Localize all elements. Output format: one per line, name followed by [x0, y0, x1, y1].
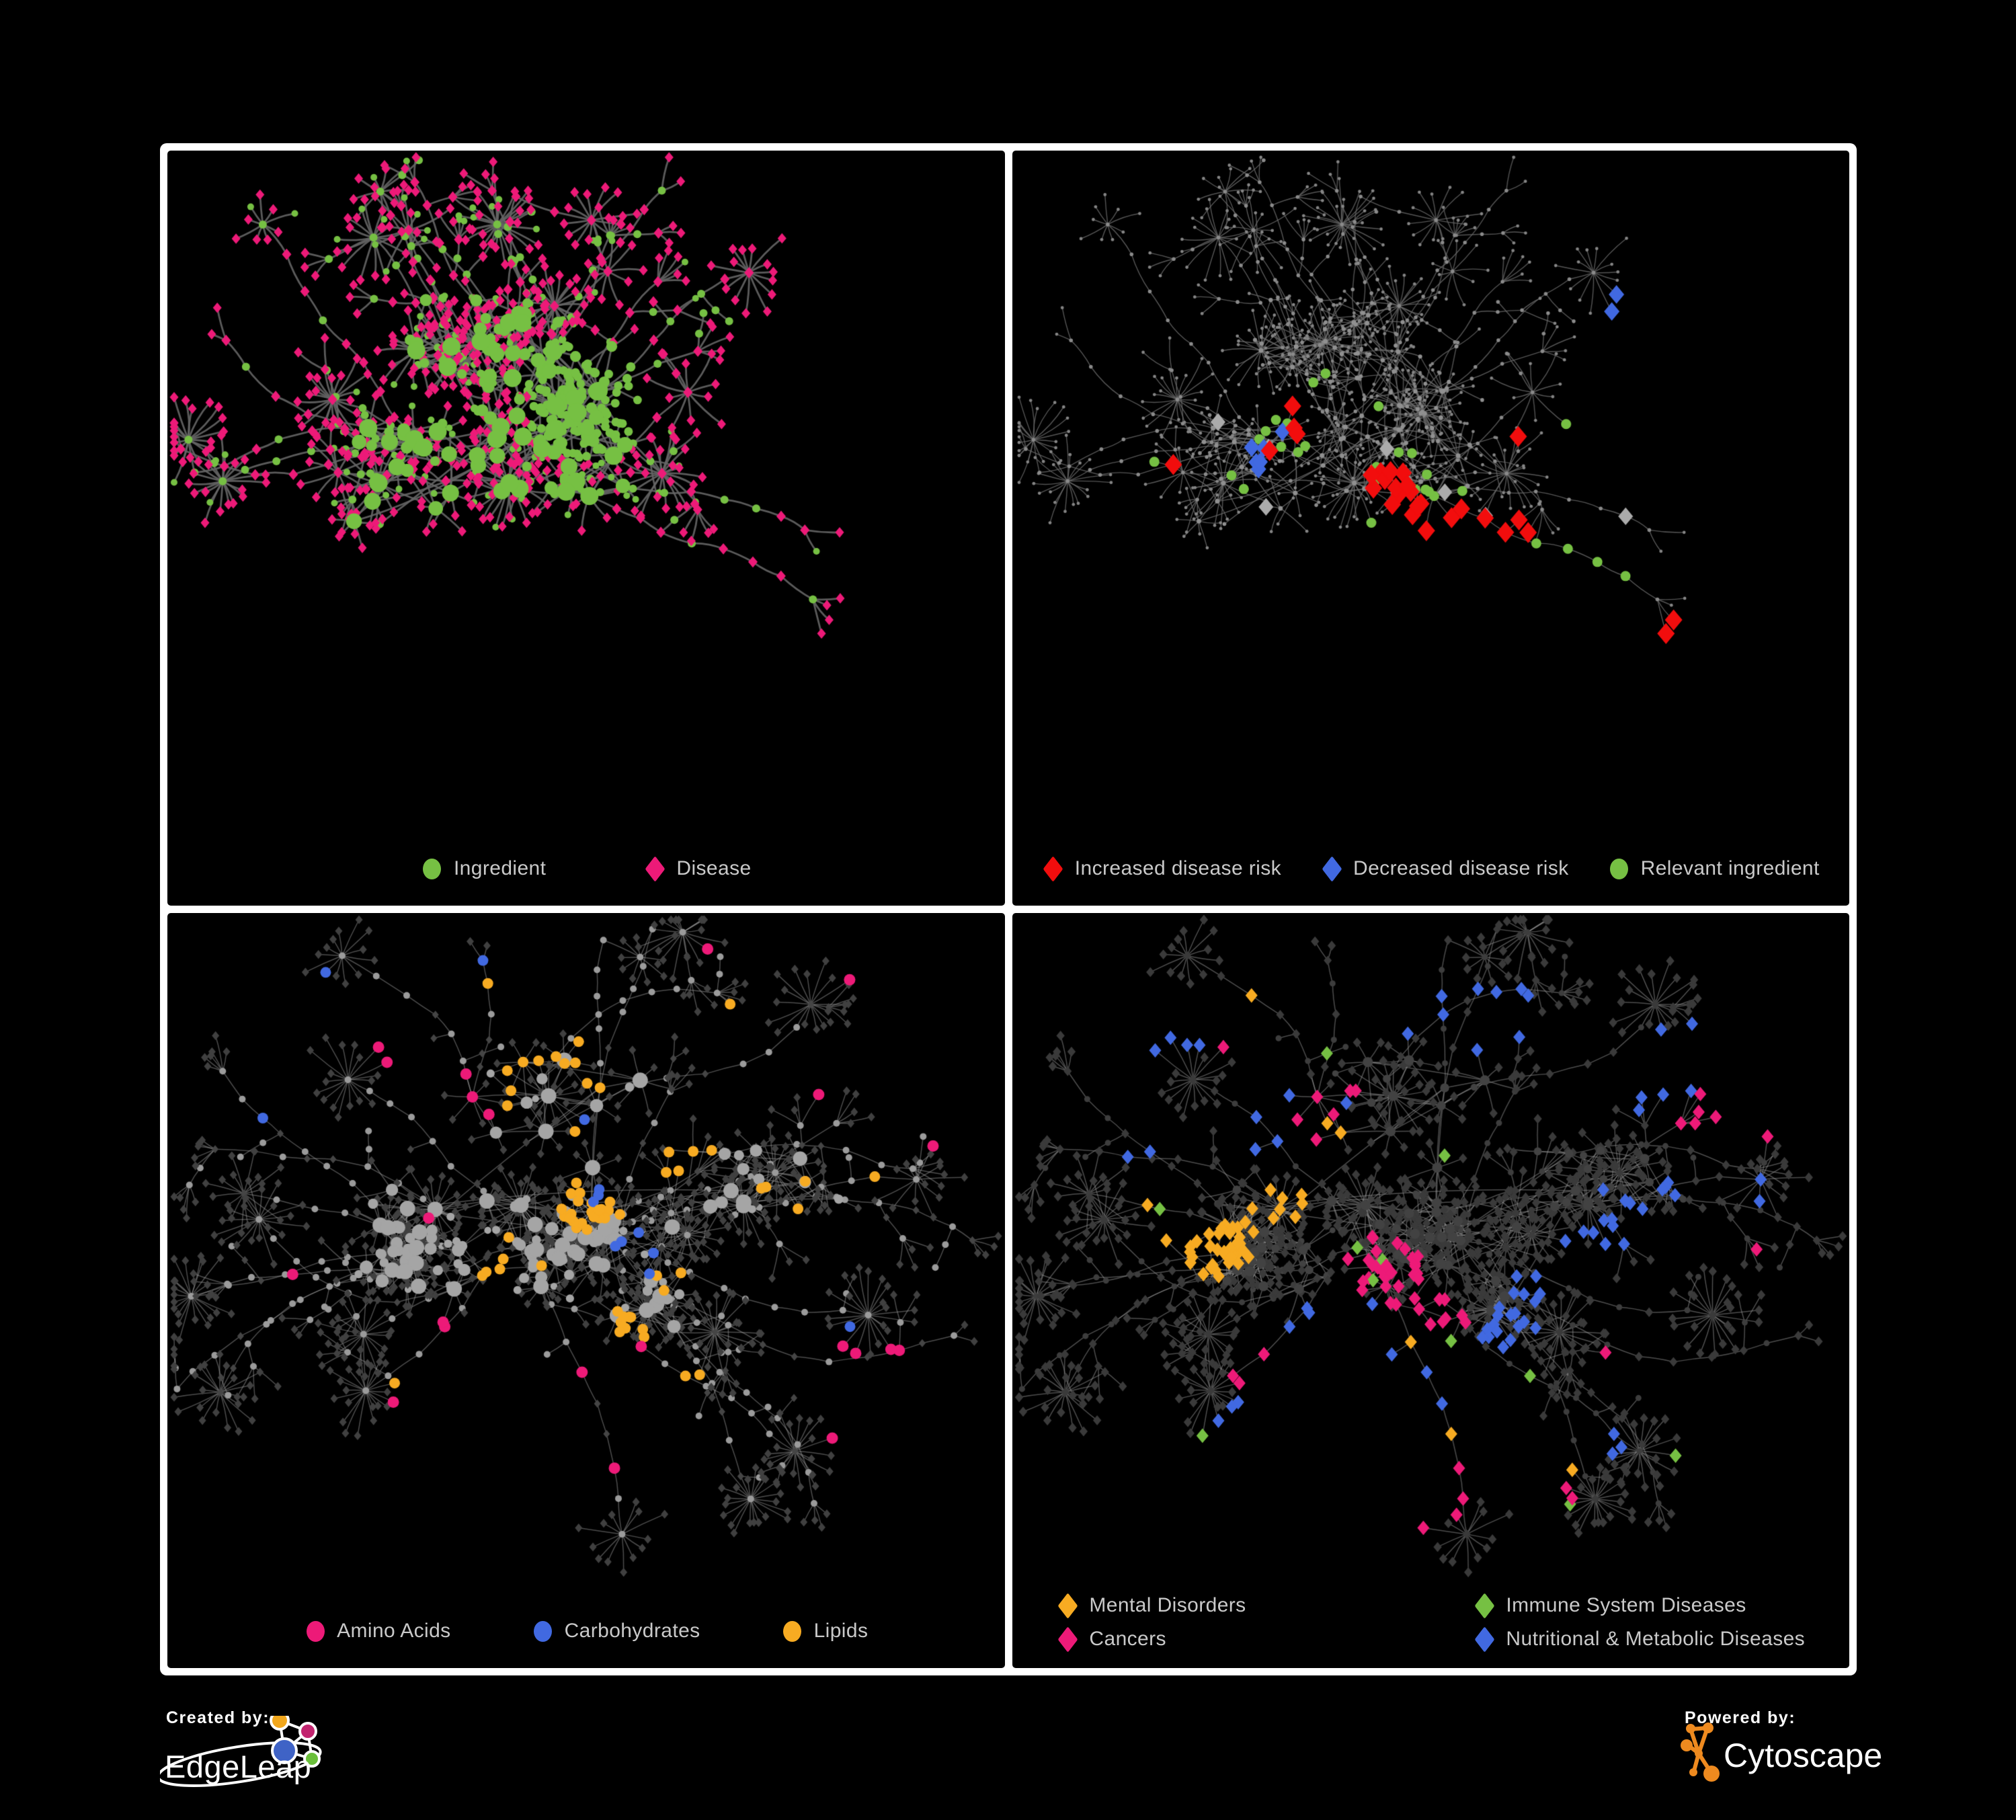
- legend-item-disease-classes-2: Cancers: [1056, 1626, 1392, 1653]
- edgeleap-brand: EdgeLeap: [165, 1749, 311, 1784]
- legend-label: Immune System Diseases: [1506, 1594, 1746, 1616]
- edgeleap-node-blue: [271, 1737, 298, 1764]
- legend-item-ingredient-disease-1: Disease: [643, 855, 752, 882]
- panel-compound-classes: Amino Acids Carbohydrates Lipids: [167, 913, 1005, 1668]
- network-disease-classes: [1012, 913, 1849, 1668]
- edgeleap-node-green: [303, 1750, 321, 1768]
- legend-disease-risk: Increased disease risk Decreased disease …: [1012, 855, 1850, 882]
- legend-label: Amino Acids: [337, 1620, 451, 1642]
- cytoscape-glyph: [1681, 1723, 1720, 1782]
- legend-item-disease-risk-0: Increased disease risk: [1042, 855, 1282, 882]
- panel-disease-classes: Mental Disorders Immune System Diseases Ca…: [1012, 913, 1849, 1668]
- panel-disease-risk: Increased disease risk Decreased disease …: [1012, 151, 1850, 906]
- diamond-marker-icon: [1056, 1592, 1079, 1619]
- cytoscape-brand: Cytoscape: [1724, 1737, 1882, 1774]
- diamond-marker-icon: [1056, 1626, 1079, 1653]
- network-ingredient-disease: [167, 151, 1005, 906]
- circle-marker-icon: [1608, 858, 1631, 879]
- legend-label: Relevant ingredient: [1640, 857, 1820, 879]
- edgeleap-swoosh: [160, 1741, 322, 1787]
- diamond-marker-icon: [1473, 1592, 1496, 1619]
- legend-compound-classes: Amino Acids Carbohydrates Lipids: [167, 1620, 1005, 1643]
- diamond-marker-icon: [1320, 855, 1343, 882]
- diamond-marker-icon: [1042, 855, 1065, 882]
- legend-item-compound-classes-1: Carbohydrates: [532, 1620, 700, 1643]
- created-by-label: Created by:: [166, 1708, 270, 1727]
- circle-marker-icon: [304, 1620, 327, 1642]
- legend-label: Nutritional & Metabolic Diseases: [1506, 1628, 1806, 1650]
- legend-label: Ingredient: [453, 857, 547, 879]
- diamond-marker-icon: [643, 855, 666, 882]
- circle-marker-icon: [781, 1620, 804, 1642]
- legend-item-disease-classes-0: Mental Disorders: [1056, 1592, 1392, 1619]
- legend-label: Carbohydrates: [564, 1620, 700, 1642]
- legend-item-disease-classes-1: Immune System Diseases: [1473, 1592, 1805, 1619]
- powered-by-label: Powered by:: [1685, 1708, 1796, 1727]
- circle-marker-icon: [421, 858, 444, 879]
- legend-item-disease-risk-1: Decreased disease risk: [1320, 855, 1569, 882]
- circle-marker-icon: [532, 1620, 555, 1642]
- legend-label: Cancers: [1089, 1628, 1166, 1650]
- legend-label: Disease: [676, 857, 752, 879]
- legend-label: Lipids: [813, 1620, 869, 1642]
- legend-ingredient-disease: Ingredient Disease: [167, 855, 1005, 882]
- diamond-marker-icon: [1473, 1626, 1496, 1653]
- edgeleap-glyph: [270, 1716, 321, 1768]
- legend-item-disease-classes-3: Nutritional & Metabolic Diseases: [1473, 1626, 1806, 1653]
- cytoscape-logo: Cytoscape: [1681, 1723, 1882, 1782]
- legend-item-compound-classes-0: Amino Acids: [304, 1620, 450, 1643]
- legend-label: Increased disease risk: [1074, 857, 1282, 879]
- panel-ingredient-disease: Ingredient Disease: [167, 151, 1005, 906]
- legend-item-compound-classes-2: Lipids: [781, 1620, 869, 1643]
- legend-label: Decreased disease risk: [1353, 857, 1569, 879]
- legend-item-disease-risk-2: Relevant ingredient: [1608, 857, 1820, 880]
- legend-disease-classes: Mental Disorders Immune System Diseases Ca…: [1056, 1592, 1806, 1653]
- edgeleap-node-orange: [270, 1716, 290, 1731]
- edgeleap-node-pink: [298, 1722, 317, 1741]
- edgeleap-logo: EdgeLeap: [160, 1716, 322, 1787]
- legend-item-ingredient-disease-0: Ingredient: [421, 857, 546, 880]
- network-disease-risk: [1012, 151, 1849, 906]
- network-compound-classes: [167, 913, 1005, 1668]
- legend-label: Mental Disorders: [1089, 1594, 1246, 1616]
- panels-frame: Ingredient Disease Increased disease risk…: [160, 143, 1857, 1675]
